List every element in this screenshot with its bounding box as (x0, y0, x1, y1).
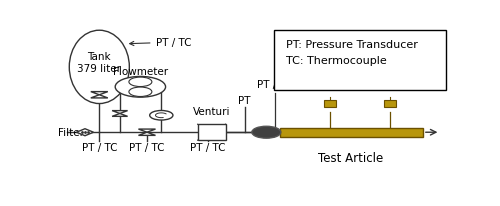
Text: Filter: Filter (58, 128, 84, 137)
Polygon shape (138, 133, 156, 136)
Circle shape (129, 88, 152, 97)
Text: PT / TC: PT / TC (129, 142, 164, 152)
Text: PT: Pressure Transducer
TC: Thermocouple: PT: Pressure Transducer TC: Thermocouple (286, 40, 418, 66)
Polygon shape (112, 114, 128, 117)
FancyBboxPatch shape (198, 125, 226, 140)
Text: Flowmeter: Flowmeter (113, 67, 168, 77)
Text: PT / TC: PT / TC (312, 82, 348, 92)
FancyBboxPatch shape (324, 101, 336, 108)
Ellipse shape (70, 31, 130, 104)
Text: Tank
379 liter: Tank 379 liter (78, 52, 122, 74)
Text: PT / TC: PT / TC (257, 79, 292, 89)
Text: PT: PT (384, 82, 396, 92)
FancyBboxPatch shape (384, 101, 396, 108)
Circle shape (115, 77, 166, 98)
FancyBboxPatch shape (280, 128, 423, 137)
Text: PT: PT (238, 96, 251, 106)
Polygon shape (91, 92, 108, 95)
Circle shape (252, 127, 281, 138)
Text: PT / TC: PT / TC (130, 38, 191, 48)
Text: PT / TC: PT / TC (190, 142, 226, 152)
Circle shape (129, 78, 152, 87)
Text: PT / TC: PT / TC (82, 142, 117, 152)
Polygon shape (138, 129, 156, 133)
Polygon shape (112, 111, 128, 114)
Polygon shape (76, 129, 94, 136)
Text: Test Article: Test Article (318, 151, 384, 164)
FancyBboxPatch shape (274, 31, 446, 91)
Polygon shape (91, 95, 108, 98)
Circle shape (150, 111, 173, 121)
Text: Venturi: Venturi (193, 107, 230, 117)
